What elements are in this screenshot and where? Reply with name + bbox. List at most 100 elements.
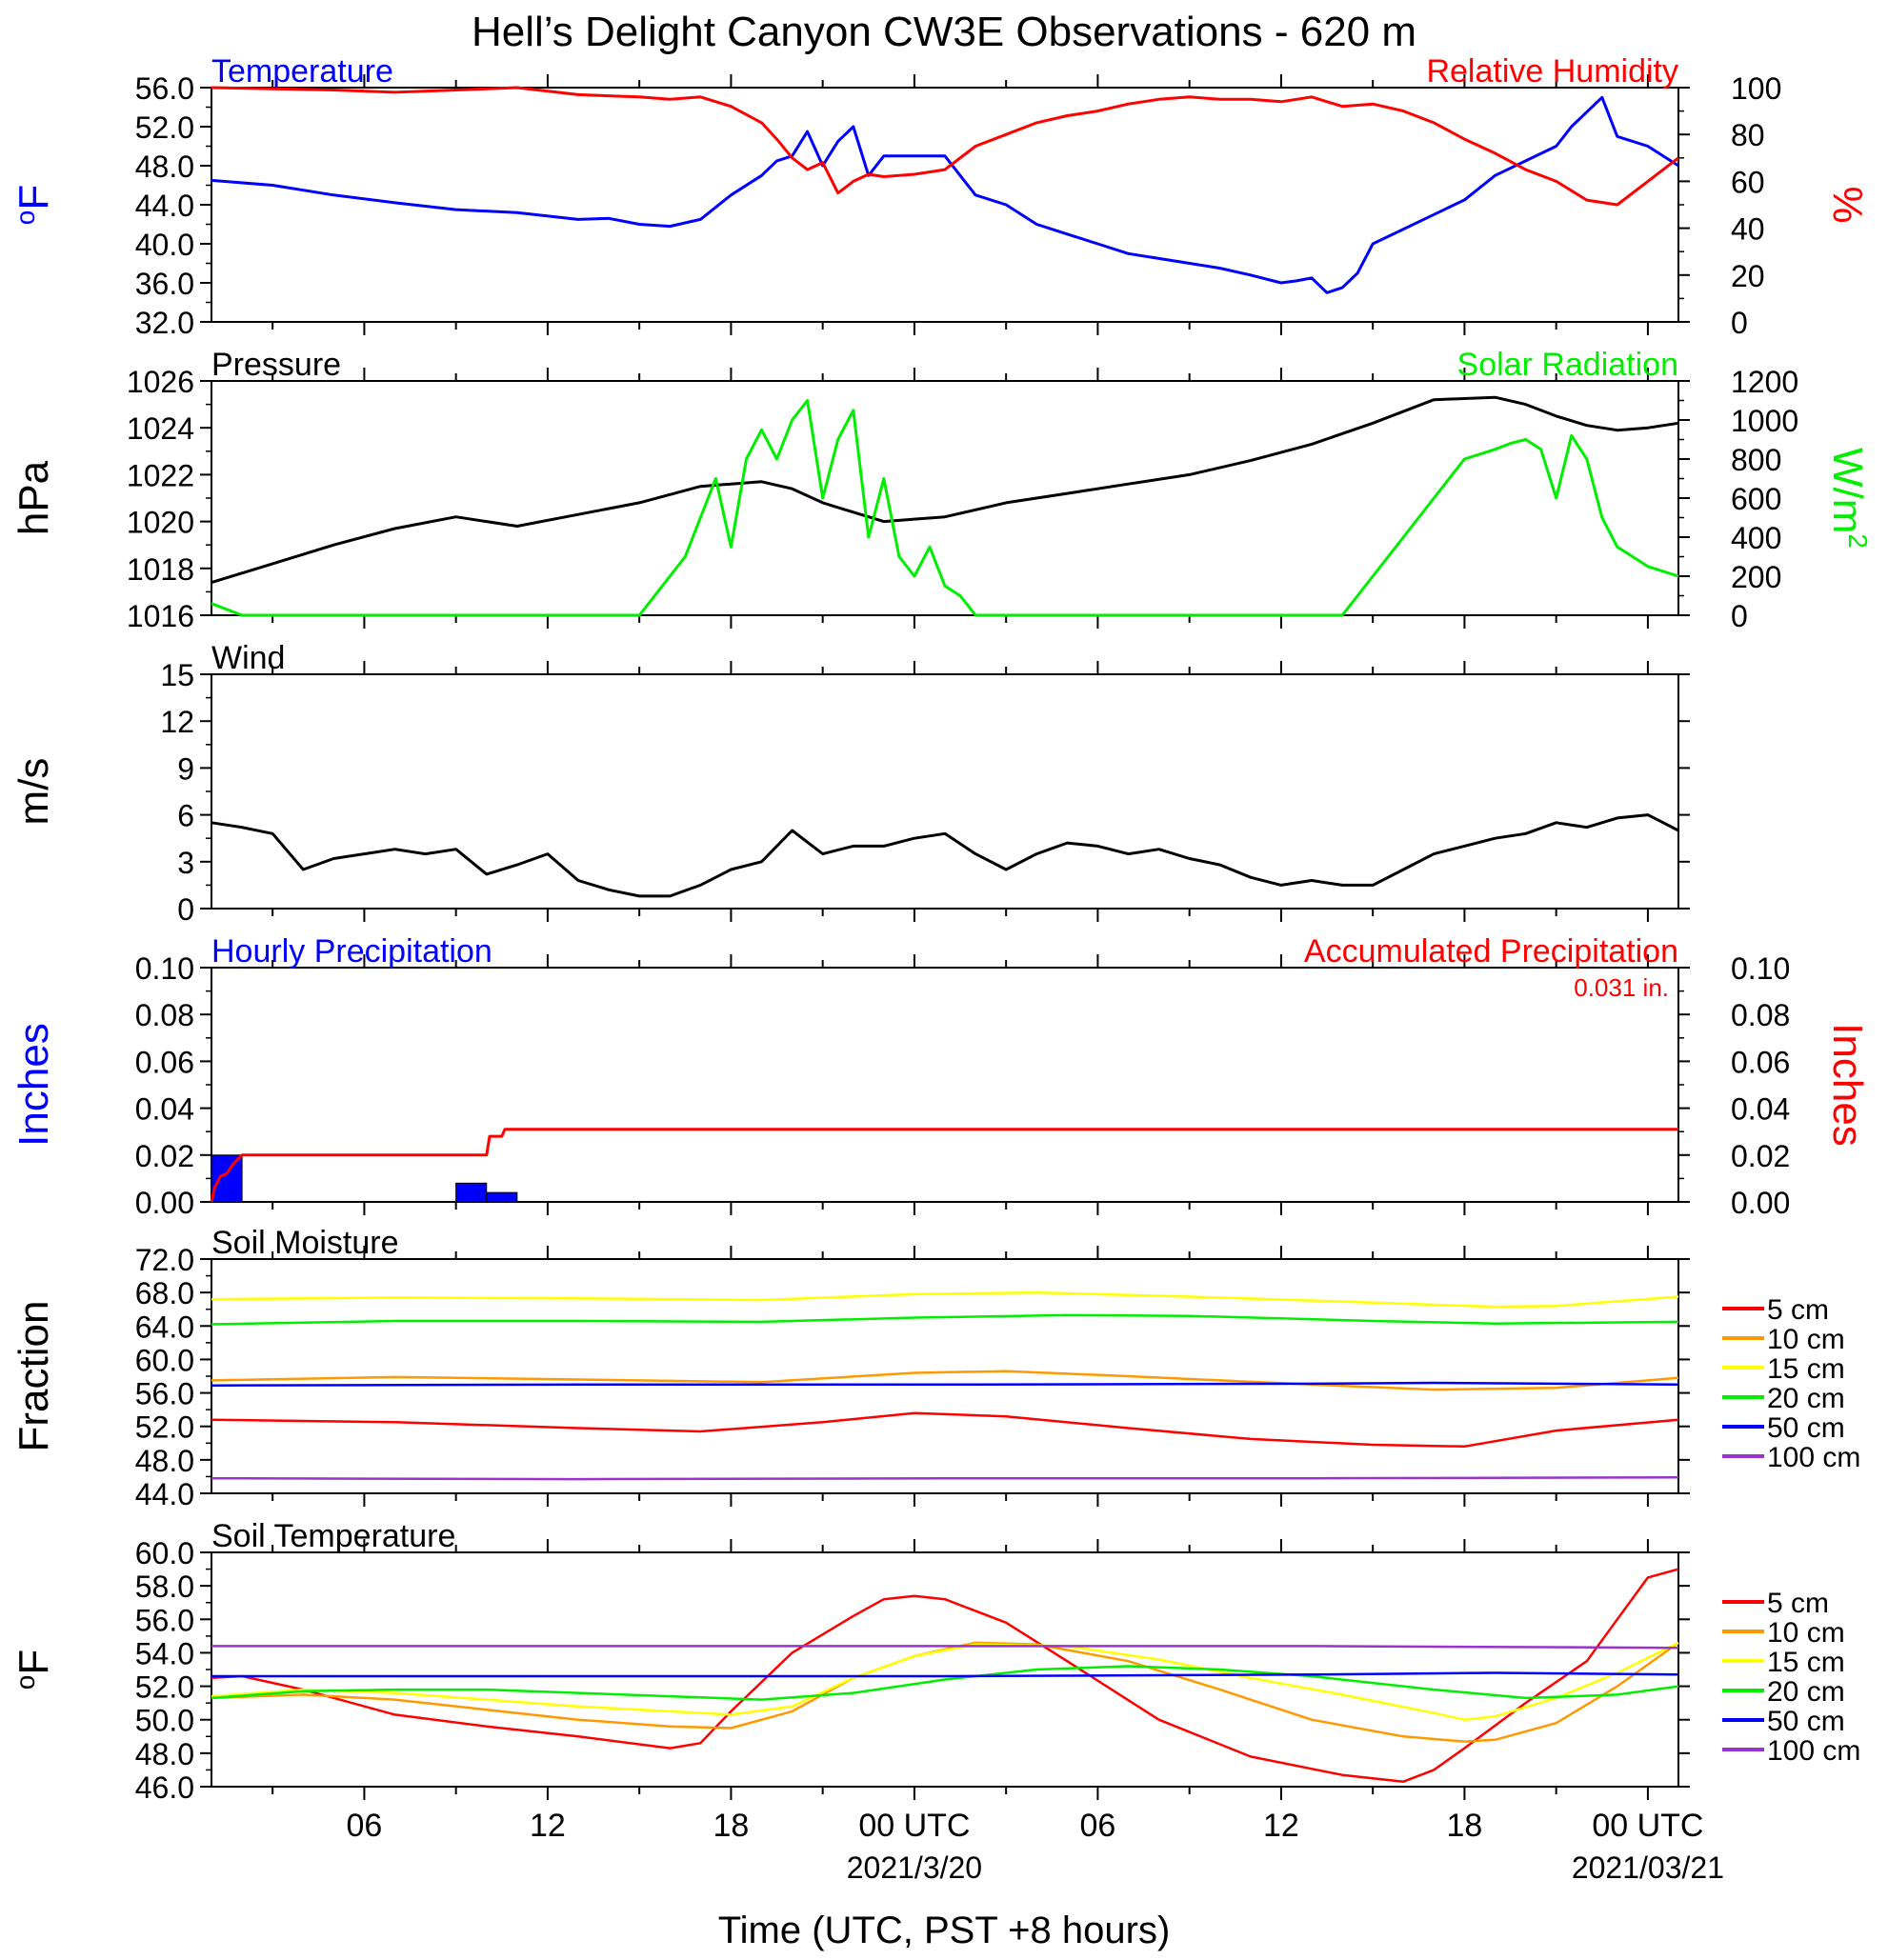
panel-title-left: Hourly Precipitation [211,933,492,970]
panel-title-right: Relative Humidity [1426,53,1678,90]
y-tick-label: 58.0 [135,1570,194,1604]
precip-bar [455,1182,488,1203]
y-right-tick-label: 200 [1731,560,1781,594]
y-tick-label: 1022 [127,458,194,492]
x-axis-title: Time (UTC, PST +8 hours) [718,1910,1171,1951]
panel-title-left: Soil Moisture [211,1225,399,1261]
series-line-5-cm [211,1411,1679,1449]
unit-superscript: 2 [1843,533,1873,549]
degree-superscript: o [10,210,40,226]
y-tick-label: 44.0 [135,189,194,223]
y-right-tick-label: 1000 [1731,404,1798,438]
y-right-tick-label: 800 [1731,443,1781,477]
y-right-tick-label: 600 [1731,482,1781,516]
panel-title-right: Accumulated Precipitation [1304,933,1678,970]
series-line-20-cm [211,1665,1679,1701]
x-tick-label: 00 UTC [858,1808,970,1844]
y-tick-label: 15 [160,658,194,692]
plot-frame [211,380,1679,616]
x-tick-label: 18 [1447,1808,1483,1844]
x-tick-date-label: 2021/3/20 [847,1850,982,1885]
y-right-tick-label: 20 [1731,259,1765,293]
plot-frame [211,87,1679,323]
y-tick-label: 0.06 [135,1045,194,1079]
unit-letter: F [10,185,57,210]
x-tick-label: 12 [1263,1808,1299,1844]
y-tick-label: 52.0 [135,110,194,145]
y-right-tick-label: 0.02 [1731,1139,1790,1173]
y-tick-label: 46.0 [135,1770,194,1805]
series-line-15-cm [211,1290,1679,1309]
y-tick-label: 36.0 [135,267,194,301]
y-tick-label: 72.0 [135,1243,194,1277]
series-line-relative-humidity [211,86,1679,207]
y-right-tick-label: 1200 [1731,365,1798,399]
y-tick-label: 60.0 [135,1536,194,1570]
y-tick-label: 68.0 [135,1276,194,1310]
y-tick-label: 40.0 [135,228,194,262]
y-axis-title-right: W/m2 [1824,448,1873,549]
legend-label: 20 cm [1767,1383,1845,1414]
x-tick-date-label: 2021/03/21 [1572,1850,1724,1885]
y-tick-label: 3 [177,846,194,880]
y-right-tick-label: 0.06 [1731,1045,1790,1079]
y-axis-title-left: Inches [10,1023,57,1147]
legend-label: 10 cm [1767,1617,1845,1649]
y-right-tick-label: 80 [1731,118,1765,152]
y-tick-label: 32.0 [135,306,194,340]
legend-label: 10 cm [1767,1324,1845,1355]
y-tick-label: 56.0 [135,71,194,106]
y-tick-label: 9 [177,751,194,786]
y-tick-label: 6 [177,799,194,833]
series-line-wind [211,813,1679,898]
panel-precipitation: 0.00 0.02 0.04 0.06 0.08 0.10 0.00 0.02 0.04 0.06… [10,933,1871,1220]
unit-base: W/m [1824,448,1871,533]
y-tick-label: 1026 [127,365,194,399]
plot-frame [211,967,1679,1203]
legend-label: 50 cm [1767,1706,1845,1737]
y-axis-title-left: m/s [10,758,57,826]
series-line-solar-radiation [211,399,1679,617]
y-axis-title-left: hPa [10,460,57,535]
y-tick-label: 1020 [127,506,194,540]
y-right-tick-label: 0.08 [1731,998,1790,1032]
panel-title-left: Temperature [211,53,393,90]
series-line-15-cm [211,1641,1679,1721]
y-right-tick-label: 100 [1731,71,1781,106]
y-right-tick-label: 0 [1731,599,1748,633]
y-tick-label: 12 [160,705,194,739]
degree-superscript: o [10,1675,40,1690]
y-tick-label: 50.0 [135,1704,194,1738]
panel-title-left: Wind [211,640,285,676]
y-tick-label: 56.0 [135,1377,194,1411]
x-tick-label: 18 [713,1808,750,1844]
y-tick-label: 54.0 [135,1636,194,1670]
y-tick-label: 52.0 [135,1670,194,1705]
y-tick-label: 0.00 [135,1186,194,1220]
y-axis-title-right: Inches [1824,1023,1871,1147]
y-tick-label: 1024 [127,411,194,446]
y-tick-label: 0 [177,892,194,927]
chart-title: Hell’s Delight Canyon CW3E Observations … [472,9,1416,55]
x-tick-label: 00 UTC [1592,1808,1703,1844]
y-tick-label: 56.0 [135,1603,194,1637]
panel-title-right: Solar Radiation [1457,347,1678,383]
y-axis-title-left: Fraction [10,1301,57,1452]
annotation-label: 0.031 in. [1574,973,1669,1002]
y-tick-label: 1016 [127,599,194,633]
series-line-accumulated-precipitation [210,1128,1678,1203]
panel-soil-moisture: 44.048.052.056.060.064.068.072.0 Soil Moi… [10,1225,1860,1511]
series-line-pressure [211,395,1679,585]
legend-label: 100 cm [1767,1735,1860,1767]
legend-label: 50 cm [1767,1412,1845,1444]
y-right-tick-label: 400 [1731,521,1781,555]
y-tick-label: 0.08 [135,998,194,1032]
y-tick-label: 0.04 [135,1092,194,1127]
legend-label: 5 cm [1767,1588,1829,1619]
y-tick-label: 0.02 [135,1139,194,1173]
y-right-tick-label: 60 [1731,165,1765,199]
y-tick-label: 48.0 [135,1444,194,1478]
series-line-temperature [211,95,1679,294]
